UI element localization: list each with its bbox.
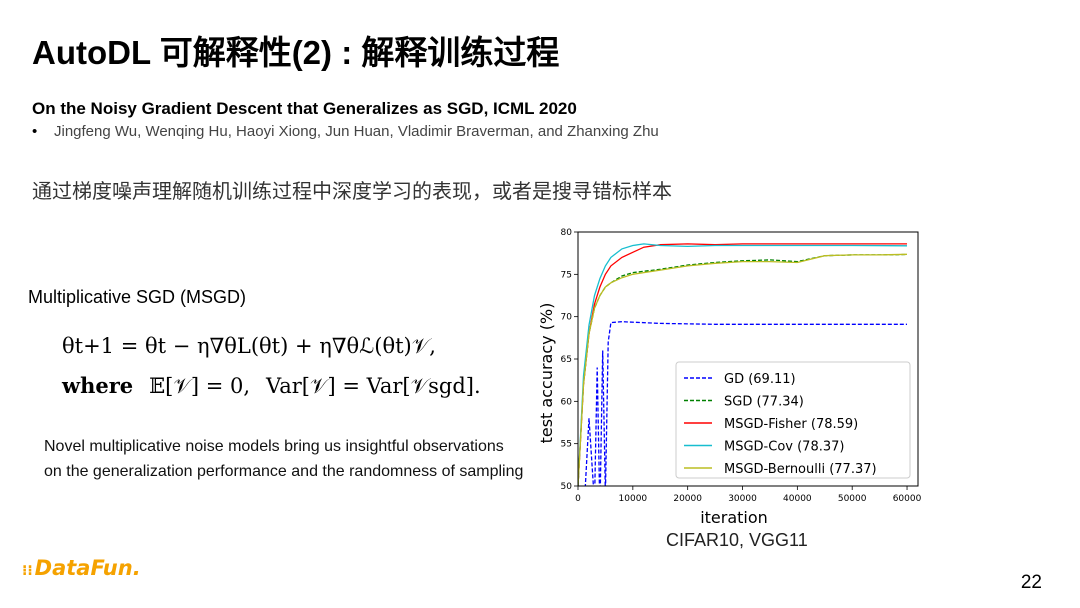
- legend-box: [675, 361, 911, 479]
- page-number: 22: [1020, 572, 1042, 593]
- authors-text: Jingfeng Wu, Wenqing Hu, Haoyi Xiong, Ju…: [54, 123, 659, 140]
- y-tick-label: 55: [561, 440, 572, 450]
- y-tick-label: 80: [561, 228, 573, 238]
- formula-line-1: θt+1 = θt − η∇θL(θt) + η∇θℒ(θt)𝒱,: [62, 334, 436, 358]
- legend-label-5: MSGD-Bernoulli (77.37): [724, 462, 877, 477]
- legend-label-4: MSGD-Cov (78.37): [724, 440, 844, 455]
- series-line-4: [578, 243, 908, 486]
- msgd-formula: θt+1 = θt − η∇θL(θt) + η∇θℒ(θt)𝒱, where 𝔼…: [62, 326, 481, 406]
- plot-frame: [577, 231, 919, 487]
- slide-title: AutoDL 可解释性(2) : 解释训练过程: [32, 34, 560, 71]
- chart-caption: CIFAR10, VGG11: [666, 530, 808, 550]
- series-line-5: [578, 253, 908, 486]
- legend-label-1: GD (69.11): [724, 372, 796, 387]
- chinese-description: 通过梯度噪声理解随机训练过程中深度学习的表现，或者是搜寻错标样本: [32, 181, 672, 203]
- x-tick-label: 50000: [838, 494, 867, 504]
- datafun-logo: ⁝⁝DataFun.: [22, 556, 141, 580]
- logo-text: DataFun.: [34, 556, 141, 580]
- series-line-1: [584, 321, 907, 486]
- msgd-label: Multiplicative SGD (MSGD): [28, 287, 247, 307]
- y-tick-label: 60: [561, 397, 573, 407]
- y-tick-label: 75: [561, 270, 572, 280]
- formula-where: where: [62, 373, 134, 398]
- paper-title: On the Noisy Gradient Descent that Gener…: [32, 99, 577, 118]
- y-tick-label: 50: [561, 482, 573, 492]
- formula-line-2: where 𝔼[𝒱] = 0, Var[𝒱] = Var[𝒱sgd].: [62, 366, 481, 406]
- logo-dots-icon: ⁝⁝: [22, 563, 33, 579]
- legend-label-3: MSGD-Fisher (78.59): [724, 417, 858, 432]
- x-tick-label: 20000: [673, 494, 702, 504]
- bullet-icon: •: [32, 123, 38, 140]
- accuracy-chart: 0 10000 20000 30000 40000 50000 60000 50 55 60 65 7…: [537, 228, 922, 526]
- x-tick-label: 10000: [619, 494, 648, 504]
- authors-line: • Jingfeng Wu, Wenqing Hu, Haoyi Xiong, J…: [32, 123, 659, 140]
- y-axis-label: test accuracy (%): [537, 303, 556, 444]
- formula-expectation: 𝔼[𝒱] = 0,: [149, 374, 251, 398]
- y-tick-label: 65: [561, 355, 572, 365]
- legend-label-2: SGD (77.34): [724, 395, 804, 410]
- observation-note: Novel multiplicative noise models bring …: [44, 438, 524, 480]
- x-tick-label: 0: [575, 494, 581, 504]
- formula-variance: Var[𝒱] = Var[𝒱sgd].: [266, 374, 481, 398]
- x-axis-label: iteration: [700, 508, 768, 526]
- x-tick-label: 40000: [783, 494, 812, 504]
- x-tick-label: 30000: [728, 494, 757, 504]
- y-tick-label: 70: [561, 313, 573, 323]
- x-tick-label: 60000: [893, 494, 922, 504]
